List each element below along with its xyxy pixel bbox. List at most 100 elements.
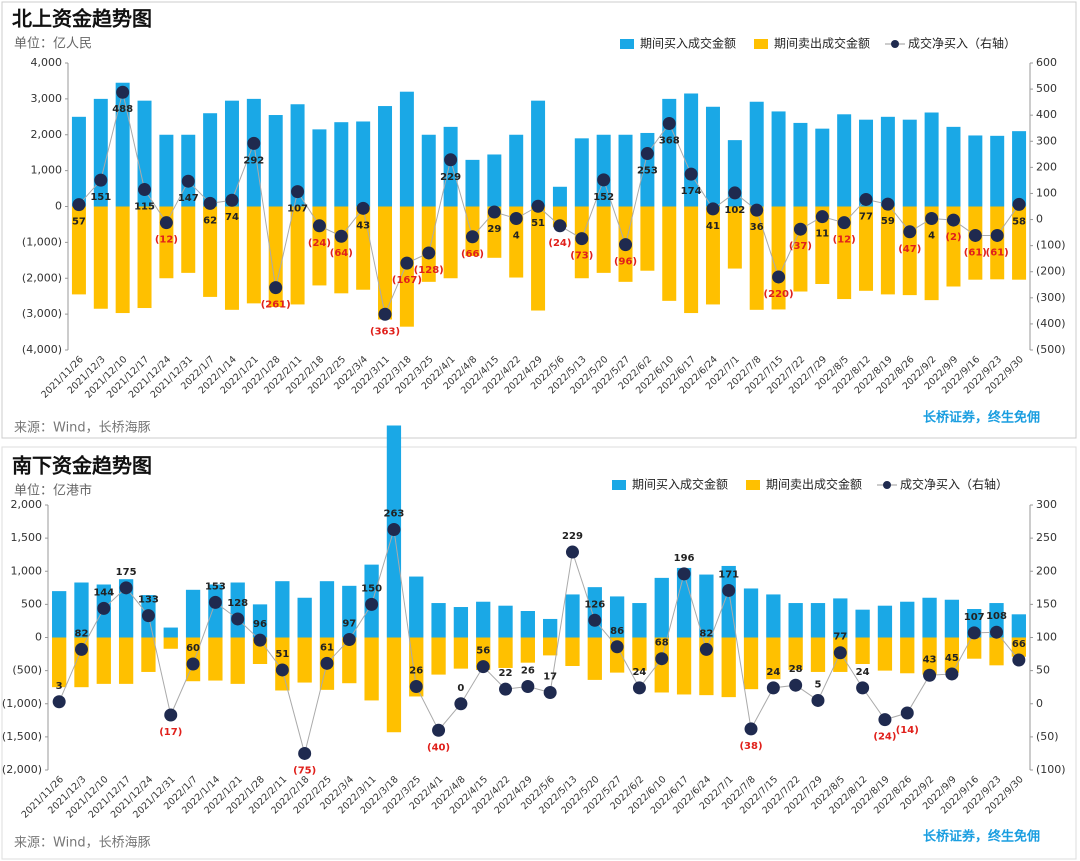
net-dot — [387, 523, 401, 537]
bar — [815, 206, 830, 284]
bar — [815, 128, 830, 207]
y-tick-label: (1,000) — [22, 235, 62, 248]
data-label: 29 — [487, 224, 501, 235]
data-label: (24) — [873, 732, 896, 743]
bar — [531, 206, 546, 311]
data-label: 43 — [356, 220, 370, 231]
bar — [268, 115, 283, 207]
bar — [902, 119, 917, 207]
data-label: (61) — [964, 247, 987, 258]
data-label: 5 — [814, 679, 821, 690]
net-dot — [487, 205, 501, 219]
net-dot — [269, 281, 283, 295]
bar — [924, 206, 939, 301]
bar — [443, 206, 458, 279]
bar — [877, 637, 893, 671]
data-label: 60 — [186, 643, 200, 654]
data-label: 229 — [562, 531, 583, 542]
bar — [543, 618, 558, 638]
bar — [230, 637, 245, 684]
net-dot — [320, 656, 334, 670]
data-label: 102 — [724, 205, 745, 216]
bar — [771, 206, 786, 310]
bar — [924, 112, 939, 207]
panel-border — [1, 446, 1077, 860]
net-dot — [859, 192, 873, 206]
bar — [727, 206, 742, 269]
data-label: 4 — [928, 231, 935, 242]
data-label: 68 — [655, 638, 669, 649]
data-label: (167) — [392, 275, 422, 286]
net-dot — [116, 85, 130, 99]
data-label: 45 — [945, 653, 959, 664]
bar — [509, 206, 524, 278]
net-dot — [968, 228, 982, 242]
y2-tick-label: 400 — [1036, 108, 1057, 121]
data-label: 57 — [72, 217, 86, 228]
net-dot — [699, 642, 713, 656]
legend-label: 期间买入成交金额 — [632, 477, 728, 492]
bar — [587, 587, 602, 638]
data-label: 51 — [275, 649, 289, 660]
bar — [399, 91, 414, 207]
data-label: 152 — [593, 192, 614, 203]
y-tick-label: 0 — [55, 200, 62, 213]
net-dot — [597, 173, 611, 187]
data-label: 229 — [440, 172, 461, 183]
source: 来源：Wind，长桥海豚 — [14, 836, 151, 851]
net-dot — [575, 232, 589, 246]
data-label: (73) — [570, 251, 593, 262]
legend-label: 期间买入成交金额 — [640, 36, 736, 51]
bar — [290, 206, 305, 305]
bar — [989, 637, 1004, 666]
bar — [859, 119, 874, 207]
bar — [662, 98, 677, 207]
y-tick-label: 500 — [21, 597, 42, 610]
net-dot — [1012, 653, 1026, 667]
bar — [52, 591, 67, 638]
bar — [632, 637, 647, 671]
data-label: 36 — [750, 222, 764, 233]
data-label: 58 — [1012, 216, 1026, 227]
data-label: 3 — [56, 681, 63, 692]
y2-tick-label: (100) — [1036, 239, 1066, 252]
data-label: 108 — [986, 611, 1007, 622]
bar — [319, 581, 335, 638]
data-label: 24 — [766, 667, 780, 678]
chart-title: 南下资金趋势图 — [12, 454, 152, 478]
bar — [880, 116, 895, 207]
net-dot — [342, 632, 356, 646]
net-dot — [815, 210, 829, 224]
net-dot — [422, 246, 436, 260]
net-line — [78, 92, 1020, 316]
data-label: (128) — [414, 265, 444, 276]
net-dot — [811, 693, 825, 707]
y-tick-label: 3,000 — [31, 92, 63, 105]
net-dot — [141, 609, 155, 623]
bar — [749, 206, 764, 310]
data-label: 26 — [409, 666, 423, 677]
bar — [443, 126, 458, 207]
y2-tick-label: 100 — [1036, 186, 1057, 199]
bar — [159, 134, 174, 207]
net-dot — [231, 612, 245, 626]
data-label: (61) — [986, 247, 1009, 258]
bar — [342, 637, 357, 684]
data-label: 24 — [856, 667, 870, 678]
bar — [705, 206, 720, 305]
bar — [163, 627, 178, 638]
bar — [312, 129, 327, 207]
bar — [93, 98, 108, 207]
net-dot — [610, 640, 624, 654]
bar — [990, 206, 1005, 280]
y-tick-label: 1,000 — [11, 564, 43, 577]
bar — [721, 565, 736, 638]
source: 来源：Wind，长桥海豚 — [14, 421, 151, 436]
bar — [543, 637, 558, 656]
data-label: 22 — [499, 668, 513, 679]
bar — [837, 206, 852, 300]
net-dot — [94, 173, 108, 187]
bar — [208, 637, 223, 681]
y2-tick-label: 200 — [1036, 564, 1057, 577]
bar — [246, 98, 261, 207]
